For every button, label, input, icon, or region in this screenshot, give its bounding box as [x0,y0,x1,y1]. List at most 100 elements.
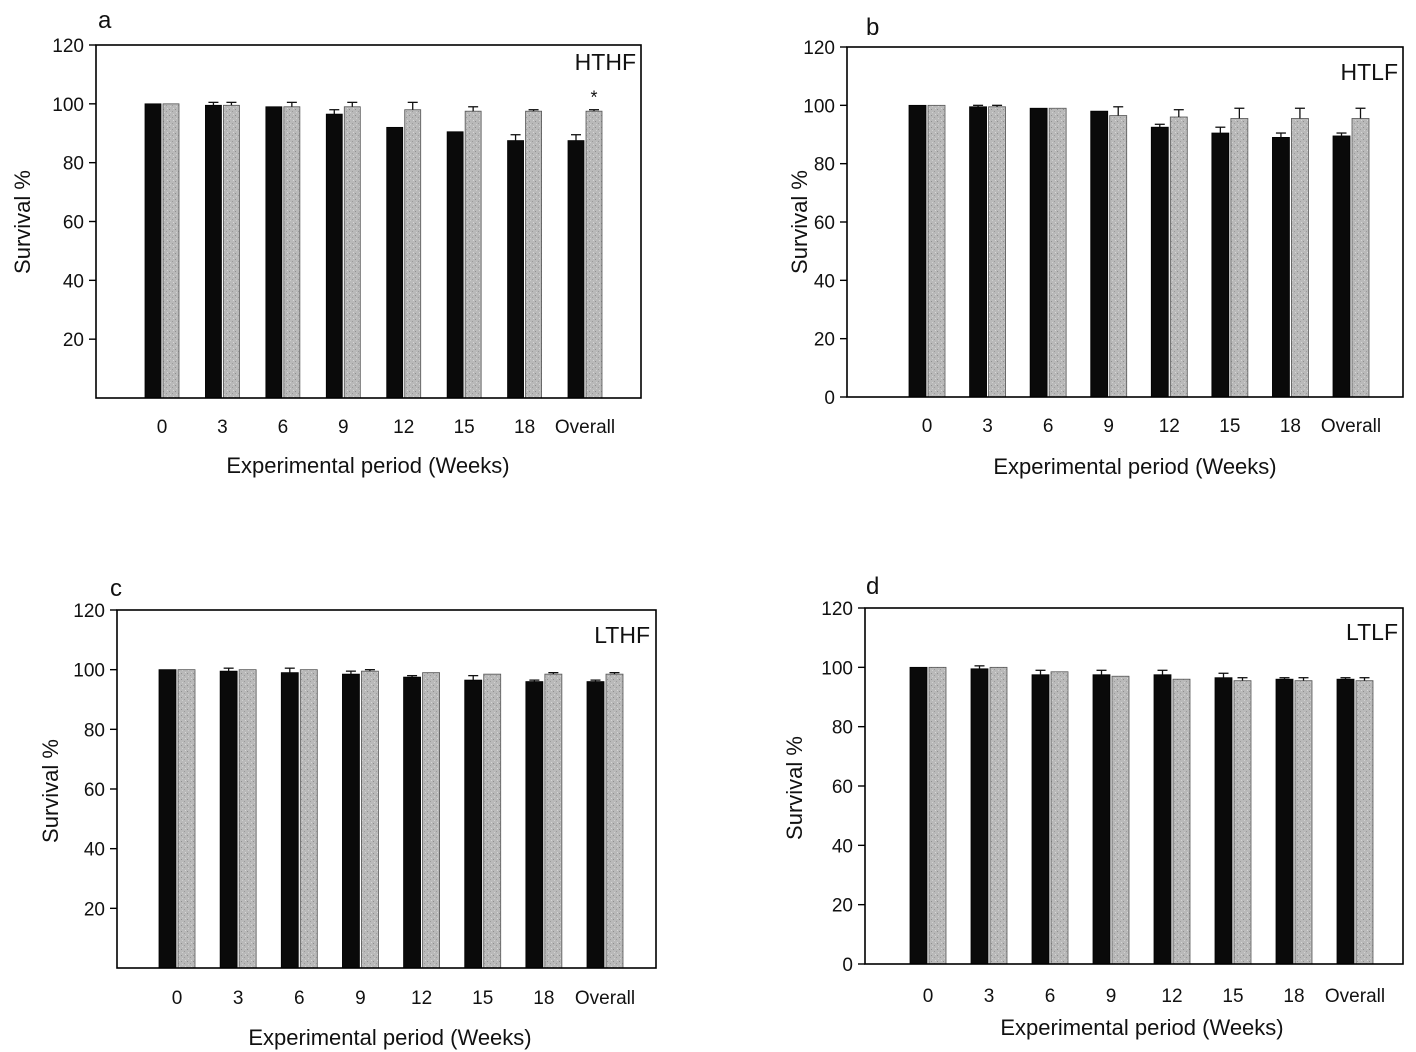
bars-layer [144,101,603,399]
bar [544,673,563,969]
axes-layer: 20 40 60 80 100 120 0 3 6 9 12 15 18 Overall * [52,36,642,438]
bar [927,104,946,398]
bars-layer [908,104,1370,398]
y-axis-title: Survival % [10,170,35,274]
panel-letter: b [866,14,879,41]
bar [970,668,989,965]
bar [1211,132,1230,398]
bar [1230,118,1249,398]
y-tick-label: 60 [63,213,84,234]
bar [1233,680,1252,965]
x-tick-label: 0 [922,416,933,437]
bar [1109,115,1128,398]
bar [342,673,360,969]
y-tick-label: 120 [803,38,835,59]
x-axis-title: Experimental period (Weeks) [248,1025,531,1050]
x-tick-label: 9 [355,988,366,1009]
panel-b: b HTLF Experimental period (Weeks) Survi… [787,14,1404,479]
axes-layer: 0 20 40 60 80 100 120 0 3 6 9 12 15 18 Overall [821,599,1404,1007]
bar [1272,137,1290,398]
x-tick-label: 3 [233,988,244,1009]
x-tick-label: 9 [1106,986,1117,1007]
y-tick-label: 100 [52,95,84,116]
bar [483,673,502,969]
x-tick-label: Overall [1321,416,1381,437]
panel-label: LTLF [1346,619,1398,645]
y-tick-label: 0 [842,955,853,976]
bar [525,681,544,969]
bar [177,669,196,969]
x-tick-label: 0 [172,988,183,1009]
x-tick-label: 0 [157,417,168,438]
bar [1150,126,1169,398]
bar [1153,674,1172,965]
bar [404,109,422,399]
bar [280,672,299,969]
bar [162,103,180,399]
y-tick-label: 80 [84,720,105,741]
x-tick-label: Overall [555,417,615,438]
y-tick-label: 120 [73,601,105,622]
panel-label: HTHF [575,49,636,75]
x-axis-title: Experimental period (Weeks) [993,454,1276,479]
y-axis-title: Survival % [38,739,63,843]
y-tick-label: 60 [84,780,105,801]
significance-marker: * [590,88,597,108]
bar [969,106,987,398]
x-axis-title: Experimental period (Weeks) [226,453,509,478]
x-tick-label: 3 [982,416,993,437]
bar [1336,678,1355,965]
bar [361,670,379,969]
y-tick-label: 40 [832,836,853,857]
x-tick-label: 12 [393,417,414,438]
x-tick-label: 3 [217,417,228,438]
x-tick-label: 18 [1280,416,1301,437]
bar [158,669,177,969]
panel-label: HTLF [1341,59,1399,85]
panel-c: c LTHF Experimental period (Weeks) Survi… [38,575,657,1050]
bar [325,113,343,399]
y-axis-title: Survival % [782,736,807,840]
y-tick-label: 40 [63,271,84,292]
bars-layer [158,667,624,969]
bar [567,140,585,399]
x-tick-label: 12 [1159,416,1180,437]
y-tick-label: 60 [814,213,835,234]
bar [1172,678,1191,965]
bar [219,670,238,969]
y-tick-label: 100 [73,661,105,682]
bar [223,104,240,399]
axes-layer: 0 20 40 60 80 100 120 0 3 6 9 12 15 18 Overall [803,38,1404,437]
bar [989,666,1008,965]
bar [446,131,464,399]
bar [343,106,361,399]
axes-layer: 20 40 60 80 100 120 0 3 6 9 12 15 18 Overall [73,601,657,1009]
bar [464,679,483,969]
plot-frame [116,609,657,969]
x-tick-label: Overall [575,988,635,1009]
panel-a: a HTHF Experimental period (Weeks) Survi… [10,7,642,478]
x-tick-label: 0 [923,986,934,1007]
x-tick-label: 12 [1161,986,1182,1007]
bar [1092,674,1111,965]
panel-letter: a [98,7,112,34]
x-tick-label: 12 [411,988,432,1009]
y-tick-label: 100 [803,96,835,117]
bar [507,140,524,399]
bar [238,669,257,969]
x-tick-label: 18 [533,988,554,1009]
y-tick-label: 80 [63,154,84,175]
x-tick-label: 18 [1283,986,1304,1007]
x-tick-label: 6 [1045,986,1056,1007]
bar [386,126,404,399]
bar [909,666,928,965]
bar [1291,118,1309,398]
x-tick-label: 6 [1043,416,1054,437]
x-tick-label: 18 [514,417,535,438]
y-tick-label: 0 [824,388,835,409]
bars-layer [909,665,1374,965]
y-tick-label: 120 [821,599,853,620]
y-tick-label: 100 [821,658,853,679]
y-tick-label: 20 [832,896,853,917]
